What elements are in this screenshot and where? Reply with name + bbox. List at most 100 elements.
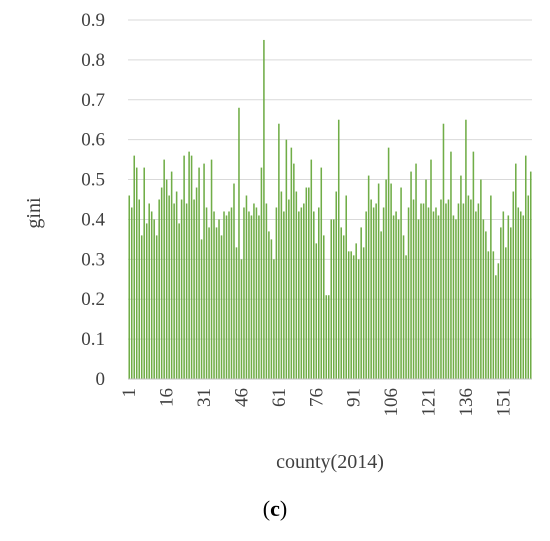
bar <box>322 235 325 379</box>
bar <box>245 195 248 379</box>
bar <box>138 199 140 379</box>
bar <box>487 251 490 379</box>
y-tick-label: 0.4 <box>81 209 105 230</box>
bar <box>450 151 452 379</box>
x-tick-label: 61 <box>269 388 290 407</box>
bar <box>233 183 235 379</box>
bar <box>295 191 298 379</box>
bar <box>497 263 500 379</box>
bar <box>198 167 200 379</box>
bar <box>223 211 225 379</box>
bar <box>355 243 357 379</box>
figure-caption: (c) <box>0 496 550 522</box>
bar <box>397 219 400 379</box>
bar <box>522 215 525 379</box>
bar <box>335 191 338 379</box>
x-tick-label: 91 <box>344 388 365 407</box>
y-tick-label: 0.9 <box>81 10 105 31</box>
bar <box>512 191 515 379</box>
bar <box>387 147 390 379</box>
bar <box>405 255 407 379</box>
bar <box>260 167 263 379</box>
bar <box>452 215 455 379</box>
bar <box>283 211 285 379</box>
bar <box>422 203 425 379</box>
bar <box>340 227 342 379</box>
bar <box>275 207 278 379</box>
bar <box>300 207 303 379</box>
bar <box>442 123 445 380</box>
bar <box>402 235 405 379</box>
bar <box>170 171 173 379</box>
bar <box>258 215 260 379</box>
bar <box>362 247 365 379</box>
bar <box>293 163 295 379</box>
x-axis-title: county(2014) <box>276 451 384 473</box>
bar <box>178 223 180 379</box>
bar <box>490 195 492 379</box>
bar <box>482 219 485 379</box>
bar <box>263 39 265 379</box>
bar <box>148 203 150 379</box>
bar <box>220 235 223 379</box>
bar <box>415 163 417 379</box>
bar <box>437 215 440 379</box>
bar <box>150 211 153 379</box>
bar <box>265 203 268 379</box>
bar <box>502 211 505 379</box>
bar <box>225 215 228 379</box>
bar <box>193 199 195 379</box>
x-tick-label: 151 <box>493 388 514 417</box>
bar <box>248 211 250 379</box>
bar <box>440 199 442 379</box>
bar <box>500 227 502 379</box>
bar <box>465 119 467 379</box>
bar <box>185 203 188 379</box>
bar <box>380 231 382 379</box>
bar <box>367 175 370 379</box>
bar <box>520 211 522 379</box>
bar <box>190 155 193 379</box>
bar <box>133 155 136 379</box>
bar <box>273 259 275 379</box>
bar <box>168 195 170 379</box>
bar <box>382 207 385 379</box>
bar <box>427 207 430 379</box>
bar <box>163 159 165 379</box>
y-tick-label: 0.8 <box>81 50 105 71</box>
bar <box>392 215 395 379</box>
x-tick-label: 136 <box>456 388 477 417</box>
bar <box>360 227 362 379</box>
bar <box>155 235 158 379</box>
bar <box>330 219 333 379</box>
bar <box>313 211 315 379</box>
bar <box>345 195 347 379</box>
bar <box>432 211 435 379</box>
bar <box>308 187 310 379</box>
bar <box>210 159 213 379</box>
bar <box>385 179 387 379</box>
bar <box>303 203 305 379</box>
bar <box>375 203 377 379</box>
bar <box>477 203 480 379</box>
caption-open-paren: ( <box>262 496 271 521</box>
bar <box>400 187 402 379</box>
bar <box>240 259 243 379</box>
bar <box>188 151 190 379</box>
bar <box>315 243 318 379</box>
bar <box>410 171 412 379</box>
bar <box>430 159 432 379</box>
x-tick-label: 46 <box>232 388 253 407</box>
gridlines <box>128 19 532 340</box>
bar <box>165 179 168 379</box>
bar <box>420 203 422 379</box>
bars <box>128 39 532 380</box>
bar <box>352 255 355 379</box>
bar <box>510 227 512 379</box>
bar <box>527 195 530 379</box>
bar <box>285 139 288 379</box>
y-tick-label: 0.7 <box>81 90 105 111</box>
bar <box>332 219 335 379</box>
x-tick-label: 76 <box>306 388 327 407</box>
bar <box>280 191 283 379</box>
